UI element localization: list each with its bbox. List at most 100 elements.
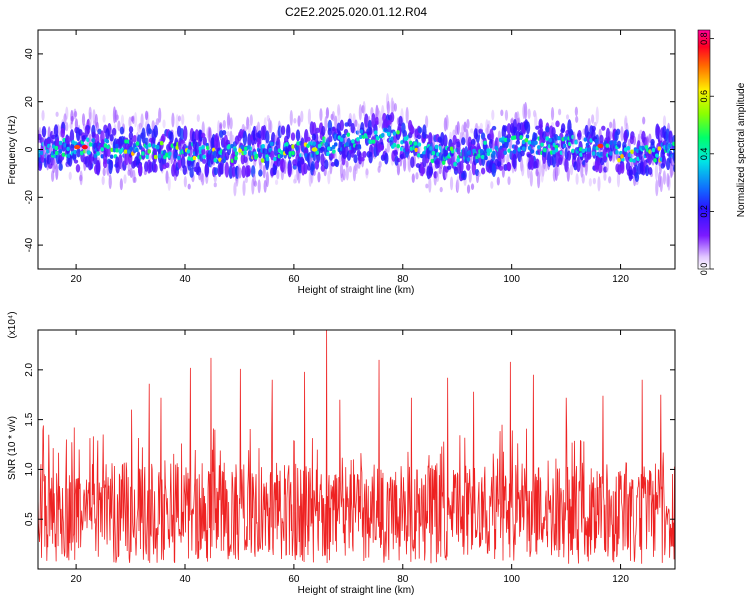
spectrogram-core [159, 140, 164, 146]
spectrogram-halo [632, 135, 637, 146]
spectrogram-halo [222, 119, 226, 129]
x-tick-label: 60 [288, 574, 300, 585]
spectrogram-halo [294, 174, 298, 184]
spectrogram-body [398, 115, 403, 127]
spectrogram-halo [468, 169, 472, 183]
spectrogram-core [644, 144, 649, 150]
spectrogram-halo [132, 169, 136, 184]
spectrogram-core [296, 141, 300, 146]
spectrogram-core [441, 160, 446, 165]
spectrogram-body [428, 166, 434, 176]
spectrogram-halo [527, 108, 531, 120]
spectrogram-body [69, 129, 75, 144]
spectrogram-core [269, 141, 274, 147]
spectrogram-core [124, 139, 128, 144]
spectrogram-halo [41, 110, 45, 121]
spectrogram-halo [102, 167, 106, 177]
spectrogram-body [324, 159, 329, 170]
spectrogram-halo [265, 171, 269, 188]
spectrogram-core [524, 137, 529, 143]
spectrogram-core [93, 153, 98, 159]
spectrogram-halo [123, 174, 127, 184]
spectrogram-body [111, 127, 117, 136]
spectrogram-halo [129, 167, 133, 179]
spectrogram-halo [466, 118, 470, 129]
spectrogram-halo [201, 173, 205, 186]
spectrogram-halo [337, 107, 341, 123]
spectrogram-body [356, 149, 362, 157]
snr-ylabel: SNR (10 * v/v) [7, 416, 18, 480]
spectrogram-halo [477, 171, 481, 177]
spectrogram-halo [88, 133, 92, 144]
spectrogram-core [279, 153, 284, 159]
spectrogram-core [375, 136, 380, 141]
spectrogram-core [79, 150, 84, 156]
spectrogram-halo [338, 154, 342, 163]
spectrogram-body [321, 125, 326, 137]
spectrogram-body [128, 131, 134, 140]
spectrogram-body [491, 163, 497, 178]
spectrogram-halo [117, 120, 121, 132]
spectrogram-body [602, 148, 608, 162]
spectrogram-halo [609, 131, 613, 140]
spectrogram-halo [81, 113, 86, 126]
spectrogram-body [456, 141, 461, 155]
spectrogram-halo [354, 163, 358, 172]
spectrogram-body [280, 125, 286, 136]
spectrogram-body [57, 159, 62, 164]
spectrogram-halo [428, 176, 432, 193]
spectrogram-core [480, 154, 485, 160]
spectrogram-halo [456, 121, 460, 135]
spectrogram-halo [307, 108, 311, 125]
spectrogram-halo [325, 107, 330, 119]
colorbar: 0.8 0.6 0.4 0.2 0.0 Normalized spectral ampl… [697, 29, 747, 275]
spectrogram-body [553, 133, 559, 141]
spectrogram-core [58, 149, 63, 154]
spectrogram-core [168, 151, 172, 156]
spectrogram-body [138, 162, 143, 177]
spectrogram-body [620, 163, 625, 174]
spectrogram-core [434, 144, 439, 150]
spectrogram-body [591, 125, 596, 132]
spectrogram-body [95, 159, 101, 175]
spectrogram-body [195, 161, 200, 175]
spectrogram-body [656, 125, 661, 137]
spectrogram-halo [348, 165, 352, 173]
spectrogram-halo [402, 156, 407, 172]
spectrogram-halo [242, 180, 246, 197]
spectrogram-core [213, 158, 218, 163]
spectrogram-halo [73, 110, 78, 118]
spectrogram-core [571, 148, 575, 154]
spectrogram-core [615, 150, 619, 155]
spectrogram-halo [233, 182, 237, 197]
spectrogram-body [555, 120, 560, 128]
spectrogram-halo [605, 159, 609, 173]
spectrogram-halo [438, 166, 442, 175]
spectrogram-core [273, 156, 277, 162]
spectrogram-body [290, 132, 296, 141]
spectrogram-body [628, 169, 634, 177]
spectrogram-core [202, 154, 206, 160]
colorbar-tick-label: 0.4 [699, 148, 709, 161]
spectrogram-core [295, 146, 299, 151]
spectrogram-core [583, 137, 588, 142]
spectrogram-body [605, 127, 611, 144]
spectrogram-body [72, 154, 77, 160]
x-tick-label: 120 [612, 574, 629, 585]
spectrogram-body [303, 162, 308, 175]
spectrogram-body [210, 137, 215, 151]
spectrogram-core [312, 141, 317, 146]
spectrogram-core [521, 139, 526, 145]
spectrogram-body [368, 151, 373, 164]
spectrogram-halo [425, 115, 429, 129]
spectrogram-halo [654, 163, 659, 181]
spectrogram-core [609, 151, 613, 156]
spectrogram-halo [108, 179, 112, 187]
spectrogram-halo [479, 122, 483, 130]
spectrogram-body [51, 134, 56, 140]
spectrogram-body [311, 133, 317, 141]
spectrogram-x-ticks: 20 40 60 80 100 120 [71, 30, 629, 285]
spectrogram-core [453, 161, 457, 167]
spectrogram-body [173, 150, 179, 159]
snr-frame [37, 329, 676, 570]
